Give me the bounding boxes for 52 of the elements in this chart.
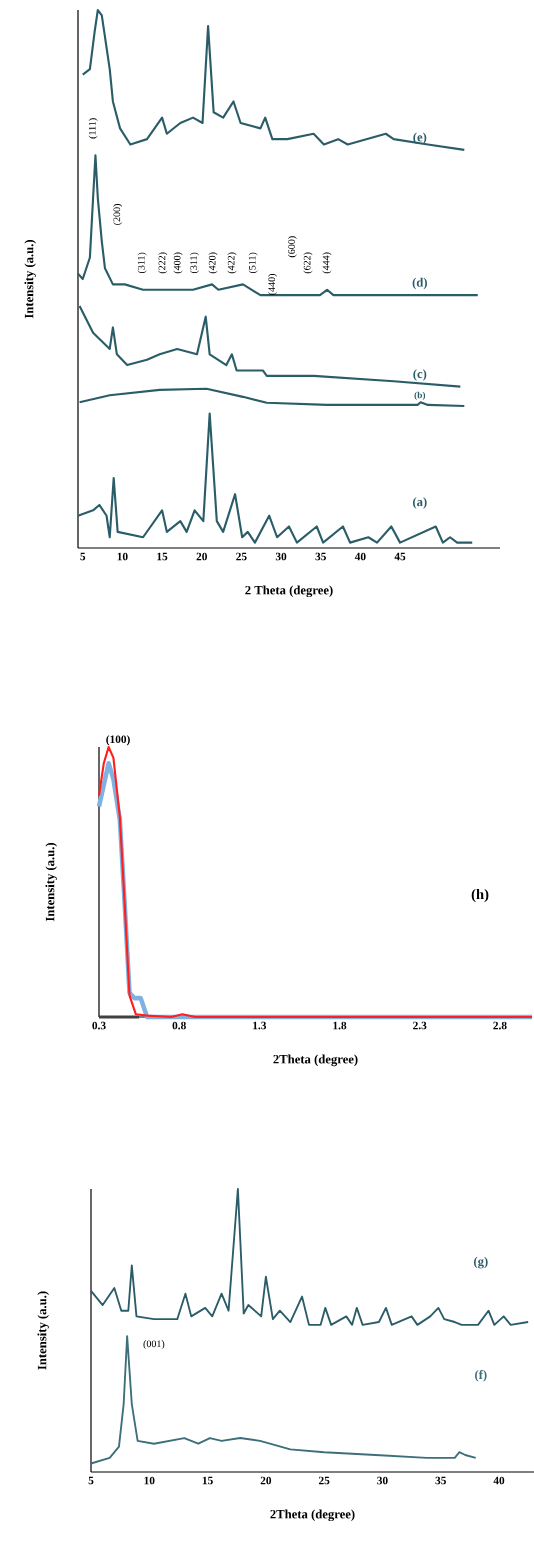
annotation: (111) [88, 118, 98, 139]
x-tick-label: 35 [435, 1476, 446, 1485]
x-tick-label: 0.3 [92, 1021, 106, 1030]
x-axis-title: 2Theta (degree) [270, 1509, 355, 1522]
annotation: (311) [189, 252, 200, 274]
x-tick-label: 20 [196, 552, 207, 561]
annotation: (420) [208, 252, 218, 274]
x-tick-label: 2.8 [493, 1021, 507, 1030]
x-tick-label: 15 [157, 552, 168, 561]
x-tick-label: 1.8 [333, 1021, 347, 1030]
annotation: (400) [173, 252, 183, 274]
text: (100) [106, 735, 130, 746]
y-axis-title: Intensity (a.u.) [37, 1291, 49, 1370]
series-label: (b) [414, 391, 426, 401]
y-axis-title: Intensity (a.u.) [45, 842, 57, 922]
series-label: (a) [413, 497, 427, 509]
series-label: (c) [413, 369, 427, 381]
annotation: (622) [303, 252, 313, 274]
x-tick-label: 2.3 [413, 1021, 427, 1030]
series-label: (d) [412, 277, 427, 290]
annotation: (311) [137, 252, 147, 274]
annotation: (444) [322, 252, 332, 274]
x-tick-label: 25 [318, 1476, 330, 1485]
text: (g) [474, 1256, 488, 1269]
annotation: (600) [287, 236, 297, 258]
x-axis-title: 2Theta (degree) [273, 1054, 358, 1067]
annotation: (222) [158, 252, 168, 274]
x-tick-label: 35 [315, 552, 326, 561]
x-tick-label: 20 [260, 1476, 272, 1485]
x-tick-label: 25 [236, 552, 247, 561]
x-tick-label: 15 [202, 1476, 213, 1485]
text: (f) [475, 1369, 487, 1382]
x-tick-label: 5 [80, 552, 86, 561]
series-label: (e) [413, 132, 427, 144]
x-tick-label: 40 [493, 1476, 505, 1485]
x-tick-label: 0.8 [172, 1021, 186, 1030]
x-tick-label: 10 [117, 552, 128, 561]
annotation: (440) [268, 274, 278, 295]
x-tick-label: 40 [354, 552, 366, 561]
y-axis-title: Intensity (a.u.) [24, 239, 36, 319]
x-axis-title: 2 Theta (degree) [245, 585, 333, 598]
annotation: (001) [143, 1340, 165, 1350]
annotation: (h) [471, 888, 489, 903]
x-tick-label: 5 [88, 1476, 94, 1485]
x-tick-label: 30 [275, 552, 287, 561]
annotation: (511) [248, 252, 258, 274]
annotation: (200) [113, 204, 123, 225]
x-tick-label: 30 [377, 1476, 388, 1485]
x-tick-label: 1.3 [253, 1021, 267, 1030]
x-tick-label: 45 [394, 552, 406, 561]
annotation: (422) [227, 252, 237, 274]
x-tick-label: 10 [144, 1476, 155, 1485]
